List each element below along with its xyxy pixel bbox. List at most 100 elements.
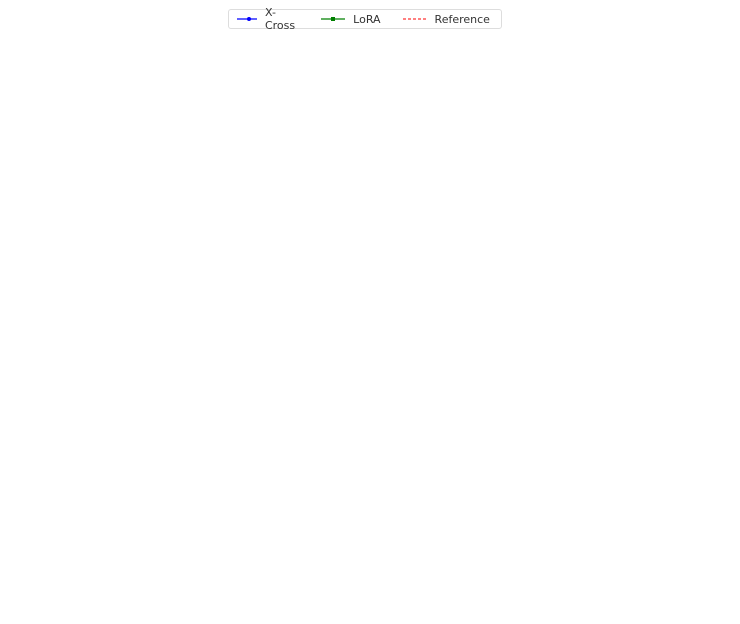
legend-item-lora: LoRA [321, 12, 381, 26]
x-cross-point [291, 381, 297, 386]
x-tick-label: 200 [120, 291, 139, 302]
lora-point [449, 486, 454, 491]
x-axis-label: Sample Size [515, 579, 583, 592]
lora-point [539, 439, 544, 444]
lora-point [291, 381, 296, 386]
x-cross-point [448, 113, 454, 118]
x-tick-label: 600 [239, 291, 258, 302]
lora-point [404, 194, 409, 199]
lora-point [97, 458, 102, 463]
reference-dashed-line-icon [402, 18, 427, 20]
lora-point [187, 404, 192, 409]
lora-line [405, 69, 691, 197]
y-tick-label: 15.0 [43, 418, 65, 429]
y-tick-label: 12.5 [43, 446, 65, 457]
subplot-tools: 200 400 600 800 1000 5.0 7.5 10.0 12.5 15.0 17.5 20… [31, 38, 383, 315]
lora-confidence-band [84, 135, 369, 272]
y-tick-label: 10.0 [43, 474, 65, 485]
y-axis-label: Accuracy [31, 144, 44, 195]
subplot-sports: 200 400 600 800 1000 Sports Sample Size [389, 38, 705, 315]
lora-point [97, 241, 102, 246]
lora-point [411, 510, 416, 515]
lora-point [479, 114, 484, 119]
x-cross-line [83, 375, 369, 450]
subplot-title: Tools [211, 38, 242, 52]
y-tick-label: 22.5 [43, 58, 65, 69]
y-tick-label: 10.0 [43, 198, 65, 209]
lora-point [419, 495, 424, 500]
y-axis-label: Accuracy [31, 421, 44, 472]
x-cross-confidence-band [406, 79, 691, 155]
lora-point [366, 371, 371, 376]
x-cross-point [688, 407, 693, 412]
x-cross-point [411, 470, 416, 475]
legend: X-Cross LoRA Reference [228, 6, 502, 32]
x-axis-label: Sample Size [193, 579, 261, 592]
legend-label: Reference [434, 12, 490, 26]
x-cross-point [216, 151, 222, 157]
subplot-title: Toys [213, 314, 240, 328]
lora-point [291, 161, 296, 166]
x-cross-point [478, 454, 484, 460]
y-tick-label: 5.0 [49, 254, 65, 265]
lora-point [89, 246, 94, 251]
lora-point [89, 481, 94, 486]
x-tick-label: 800 [299, 291, 318, 302]
legend-label: LoRA [353, 12, 381, 26]
x-cross-point [186, 396, 192, 401]
x-cross-point [366, 373, 371, 379]
lora-point [404, 528, 409, 533]
x-cross-point [89, 440, 94, 446]
x-axis-label: Sample Size [515, 302, 583, 315]
x-cross-point [411, 125, 416, 130]
x-tick-label: 800 [621, 568, 640, 579]
x-cross-point [186, 151, 192, 156]
legend-item-x-cross: X-Cross [237, 6, 299, 32]
x-cross-point [89, 182, 94, 187]
x-tick-label: 1000 [678, 291, 703, 302]
lora-point [509, 454, 514, 459]
legend-label: X-Cross [264, 6, 296, 32]
lora-point [688, 68, 693, 73]
lora-point [187, 174, 192, 179]
y-tick-label: 22.5 [43, 334, 65, 345]
lora-point [217, 399, 222, 404]
x-cross-point [538, 437, 544, 442]
lora-confidence-band [406, 401, 691, 554]
lora-point [449, 107, 454, 112]
x-cross-point [156, 165, 162, 170]
x-cross-point [216, 386, 222, 392]
x-axis-label: Sample Size [193, 302, 261, 315]
x-cross-point [688, 81, 693, 86]
lora-point [217, 168, 222, 173]
x-cross-point [508, 447, 514, 452]
x-cross-point [419, 457, 424, 462]
lora-point [157, 181, 162, 186]
lora-line-marker-icon [321, 17, 346, 21]
x-cross-point [366, 144, 371, 149]
x-cross-point [448, 442, 454, 447]
x-tick-label: 800 [299, 568, 318, 579]
x-cross-point [126, 405, 132, 411]
lora-point [613, 75, 618, 80]
x-cross-point [538, 95, 544, 101]
x-cross-point [156, 411, 162, 416]
lora-point [539, 87, 544, 92]
x-tick-label: 1000 [356, 568, 381, 579]
x-cross-point [613, 418, 619, 423]
x-tick-label: 400 [180, 568, 199, 579]
x-tick-label: 1000 [356, 291, 381, 302]
lora-point [479, 461, 484, 466]
x-cross-confidence-band [84, 138, 369, 219]
x-cross-point [613, 88, 619, 93]
subplot-toys: 200 400 600 800 1000 5.0 7.5 10.0 12.5 15.0 17.5 20… [31, 314, 383, 592]
x-cross-point [404, 479, 409, 485]
y-tick-label: 5.0 [49, 531, 65, 542]
x-cross-point [291, 142, 297, 148]
x-cross-point [508, 101, 514, 106]
subplot-electronics: 200 400 600 800 1000 Electronics Sample Size [389, 314, 705, 592]
lora-point [82, 496, 87, 501]
x-tick-label: 400 [180, 291, 199, 302]
lora-point [127, 208, 132, 213]
